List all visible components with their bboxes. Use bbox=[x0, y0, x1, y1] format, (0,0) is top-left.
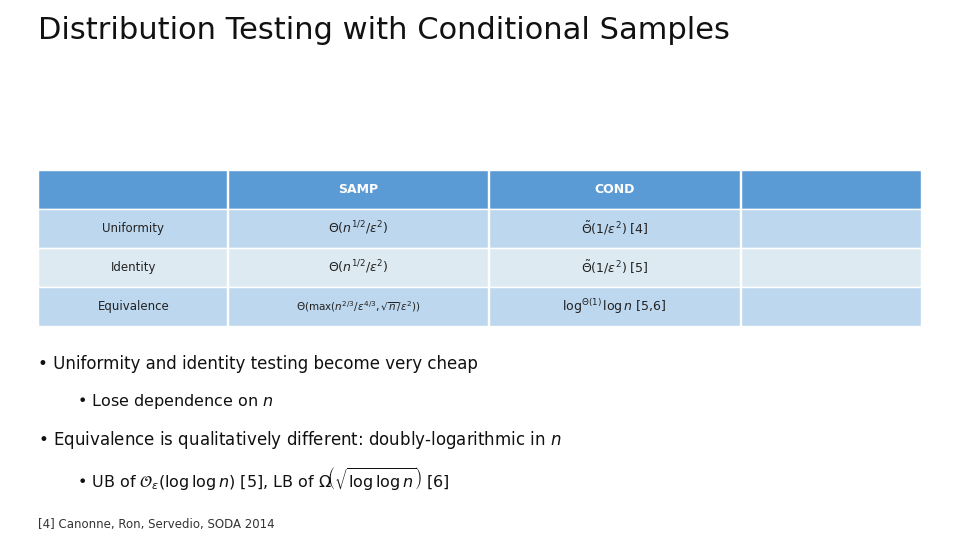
Text: Uniformity: Uniformity bbox=[103, 222, 164, 235]
Text: $\Theta(\max(n^{2/3}/\varepsilon^{4/3}, \sqrt{n}/\varepsilon^2))$: $\Theta(\max(n^{2/3}/\varepsilon^{4/3}, … bbox=[297, 299, 420, 314]
Bar bbox=[489, 170, 739, 209]
Text: $\tilde{\Theta}(1/\varepsilon^2)$ [5]: $\tilde{\Theta}(1/\varepsilon^2)$ [5] bbox=[581, 259, 649, 276]
Bar bbox=[38, 209, 228, 248]
Text: SAMP: SAMP bbox=[339, 183, 378, 196]
Text: • Lose dependence on $n$: • Lose dependence on $n$ bbox=[77, 392, 274, 411]
Bar bbox=[228, 209, 488, 248]
Bar bbox=[740, 248, 921, 287]
Bar bbox=[38, 287, 228, 326]
Bar bbox=[228, 287, 488, 326]
Bar bbox=[740, 287, 921, 326]
Text: • Equivalence is qualitatively different: doubly-logarithmic in $n$: • Equivalence is qualitatively different… bbox=[38, 429, 562, 451]
Bar bbox=[38, 248, 228, 287]
Text: Equivalence: Equivalence bbox=[98, 300, 169, 313]
Bar bbox=[489, 287, 739, 326]
Text: $\log^{\Theta(1)} \log n$ [5,6]: $\log^{\Theta(1)} \log n$ [5,6] bbox=[563, 296, 667, 315]
Text: Identity: Identity bbox=[110, 261, 156, 274]
Text: $\Theta(n^{1/2}/\varepsilon^2)$: $\Theta(n^{1/2}/\varepsilon^2)$ bbox=[328, 220, 389, 237]
Bar bbox=[228, 248, 488, 287]
Text: • UB of $\mathcal{O}_\varepsilon(\log\log n)$ [5], LB of $\Omega\!\left(\sqrt{\l: • UB of $\mathcal{O}_\varepsilon(\log\lo… bbox=[77, 465, 449, 492]
Text: • Uniformity and identity testing become very cheap: • Uniformity and identity testing become… bbox=[38, 355, 478, 373]
Bar bbox=[489, 248, 739, 287]
Text: $\Theta(n^{1/2}/\varepsilon^2)$: $\Theta(n^{1/2}/\varepsilon^2)$ bbox=[328, 259, 389, 276]
Bar bbox=[228, 170, 488, 209]
Bar bbox=[740, 209, 921, 248]
Text: Distribution Testing with Conditional Samples: Distribution Testing with Conditional Sa… bbox=[38, 16, 731, 45]
Text: $\tilde{\Theta}(1/\varepsilon^2)$ [4]: $\tilde{\Theta}(1/\varepsilon^2)$ [4] bbox=[581, 220, 649, 237]
Bar bbox=[38, 170, 228, 209]
Bar bbox=[740, 170, 921, 209]
Text: [4] Canonne, Ron, Servedio, SODA 2014: [4] Canonne, Ron, Servedio, SODA 2014 bbox=[38, 518, 275, 531]
Bar bbox=[489, 209, 739, 248]
Text: COND: COND bbox=[594, 183, 635, 196]
